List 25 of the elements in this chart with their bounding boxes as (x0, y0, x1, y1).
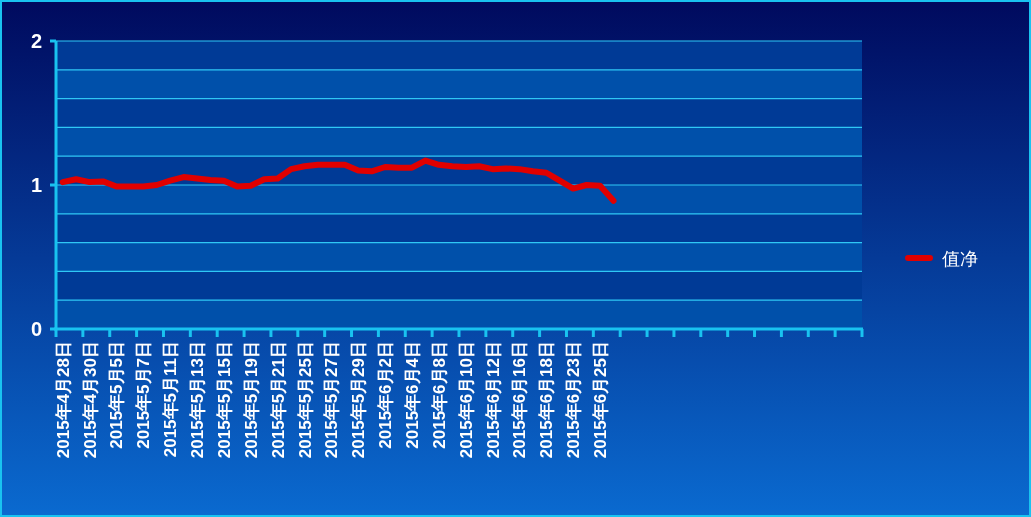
x-tick-label: 2015年6月18日 (537, 341, 557, 459)
x-tick-label: 2015年4月28日 (53, 341, 73, 459)
x-tick-label: 2015年5月29日 (349, 341, 369, 459)
x-tick-label: 2015年5月21日 (268, 341, 288, 459)
y-tick-label: 1 (30, 174, 42, 196)
x-tick-label: 2015年6月23日 (564, 341, 584, 459)
x-tick-label: 2015年6月4日 (402, 341, 422, 449)
x-tick-label: 2015年6月16日 (510, 341, 530, 459)
x-tick-label: 2015年5月7日 (134, 341, 154, 449)
x-tick-label: 2015年5月15日 (214, 341, 234, 459)
x-tick-label: 2015年4月30日 (80, 341, 100, 459)
x-tick-label: 2015年5月25日 (295, 341, 315, 459)
x-tick-label: 2015年5月13日 (188, 341, 208, 459)
y-tick-label: 2 (30, 30, 42, 52)
x-tick-label: 2015年6月8日 (429, 341, 449, 449)
x-tick-label: 2015年5月5日 (107, 341, 127, 449)
x-tick-label: 2015年6月10日 (456, 341, 476, 459)
legend-label: 值净 (942, 248, 978, 269)
y-tick-label: 0 (30, 318, 42, 340)
x-tick-label: 2015年6月12日 (483, 341, 503, 459)
x-tick-label: 2015年6月2日 (376, 341, 396, 449)
x-tick-label: 2015年5月19日 (241, 341, 261, 459)
x-tick-label: 2015年5月11日 (161, 341, 181, 458)
x-tick-label: 2015年5月27日 (322, 341, 342, 459)
x-tick-label: 2015年6月25日 (591, 341, 611, 459)
